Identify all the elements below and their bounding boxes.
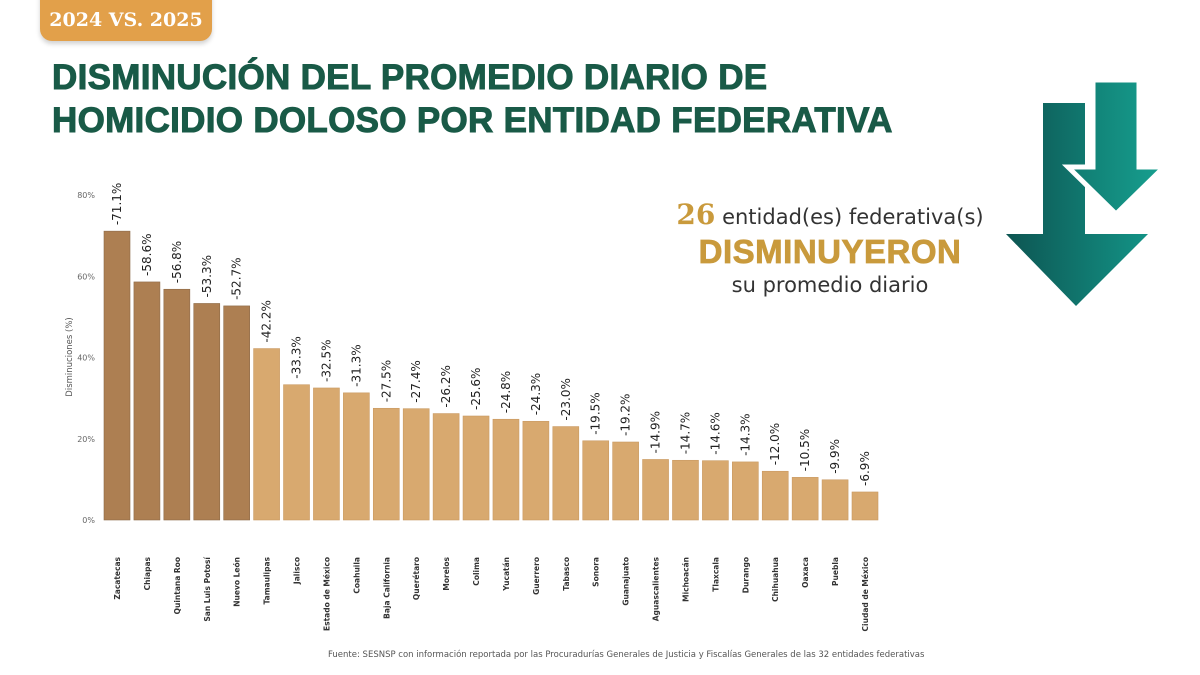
data-label: -42.2% xyxy=(260,300,274,342)
data-label: -9.9% xyxy=(828,439,842,474)
bar xyxy=(552,426,580,521)
data-label: -53.3% xyxy=(200,255,214,297)
data-label: -14.9% xyxy=(649,411,663,453)
x-tick-label: Quintana Roo xyxy=(173,557,182,614)
x-tick-label: Tamaulipas xyxy=(263,556,272,604)
data-label: -27.4% xyxy=(409,360,423,402)
x-tick-label: Ciudad de México xyxy=(861,557,870,631)
bar xyxy=(851,491,879,521)
bar xyxy=(133,281,161,521)
bar xyxy=(582,440,610,521)
data-label: -19.2% xyxy=(619,394,633,436)
bar xyxy=(612,441,639,521)
bar xyxy=(522,420,550,521)
count-value: 26 xyxy=(676,198,716,231)
x-tick-label: Jalisco xyxy=(293,557,302,585)
data-label: -14.3% xyxy=(738,413,752,455)
data-label: -56.8% xyxy=(170,241,184,283)
bar xyxy=(313,387,340,521)
x-tick-label: Colima xyxy=(472,557,481,586)
x-tick-label: San Luis Potosí xyxy=(203,557,212,622)
bar xyxy=(253,348,280,521)
bar xyxy=(672,459,699,521)
bar xyxy=(343,392,370,521)
data-label: -12.0% xyxy=(768,423,782,465)
x-tick-label: Durango xyxy=(741,557,750,593)
data-label: -26.2% xyxy=(439,365,453,407)
bar xyxy=(492,418,520,521)
y-tick-label: 0% xyxy=(82,516,95,525)
x-tick-label: Nuevo León xyxy=(233,557,242,607)
x-tick-label: Yucatán xyxy=(502,557,511,592)
data-label: -58.6% xyxy=(140,233,154,275)
x-tick-label: Guanajuato xyxy=(622,557,631,606)
bar xyxy=(761,470,789,521)
bar xyxy=(193,303,221,521)
big-arrow xyxy=(1006,103,1148,306)
x-tick-label: Chiapas xyxy=(143,556,152,590)
x-tick-label: Tabasco xyxy=(562,557,571,591)
data-label: -14.7% xyxy=(678,412,692,454)
callout-line3: su promedio diario xyxy=(731,273,929,297)
data-label: -25.6% xyxy=(469,368,483,410)
bar xyxy=(791,477,819,521)
y-tick-label: 40% xyxy=(77,354,95,363)
year-comparison-badge: 2024 VS. 2025 xyxy=(40,0,212,41)
data-label: -71.1% xyxy=(110,183,124,225)
bar xyxy=(642,459,669,521)
x-tick-label: Morelos xyxy=(442,556,451,590)
bar xyxy=(402,408,430,521)
page-title: DISMINUCIÓN DEL PROMEDIO DIARIO DE HOMIC… xyxy=(52,56,893,142)
data-label: -14.6% xyxy=(708,412,722,454)
data-label: -52.7% xyxy=(230,257,244,299)
y-tick-label: 60% xyxy=(77,272,95,281)
data-label: -6.9% xyxy=(858,451,872,486)
x-tick-label: Puebla xyxy=(831,557,840,586)
source-note: Fuente: SESNSP con información reportada… xyxy=(328,650,925,660)
x-tick-label: Querétaro xyxy=(412,557,421,600)
x-tick-label: Guerrero xyxy=(532,557,541,595)
data-label: -23.0% xyxy=(559,378,573,420)
bar xyxy=(821,479,849,521)
summary-callout: 26 entidad(es) federativa(s) DISMINUYERO… xyxy=(600,198,1060,297)
x-tick-label: Michoacán xyxy=(681,557,690,602)
data-label: -32.5% xyxy=(319,340,333,382)
callout-line2: DISMINUYERON xyxy=(698,233,962,271)
y-axis-label: Disminuciones (%) xyxy=(65,317,75,396)
x-tick-label: Chihuahua xyxy=(771,557,780,602)
y-tick-label: 20% xyxy=(77,435,95,444)
bar xyxy=(702,460,729,521)
data-label: -10.5% xyxy=(798,429,812,471)
data-label: -31.3% xyxy=(349,344,363,386)
bar xyxy=(163,288,191,521)
y-tick-label: 80% xyxy=(77,191,95,200)
data-label: -24.8% xyxy=(499,371,513,413)
data-label: -27.5% xyxy=(379,360,393,402)
data-label: -33.3% xyxy=(290,336,304,378)
x-tick-label: Baja California xyxy=(382,557,391,619)
bar xyxy=(432,413,460,521)
data-label: -19.5% xyxy=(589,392,603,434)
title-line-2: HOMICIDIO DOLOSO POR ENTIDAD FEDERATIVA xyxy=(52,101,893,141)
bar xyxy=(103,230,131,521)
bar xyxy=(462,415,490,521)
bar xyxy=(283,384,310,521)
x-tick-label: Oaxaca xyxy=(801,557,810,588)
callout-line1: entidad(es) federativa(s) xyxy=(715,205,984,229)
bar xyxy=(732,461,759,521)
bar xyxy=(372,407,400,521)
data-label: -24.3% xyxy=(529,373,543,415)
x-tick-label: Estado de México xyxy=(322,557,331,631)
x-tick-label: Coahuila xyxy=(352,557,361,594)
x-tick-label: Sonora xyxy=(592,557,601,587)
down-arrows-icon xyxy=(1006,77,1171,306)
small-arrow xyxy=(1061,77,1171,218)
title-line-1: DISMINUCIÓN DEL PROMEDIO DIARIO DE xyxy=(52,58,768,98)
x-tick-label: Tlaxcala xyxy=(711,557,720,592)
bar xyxy=(223,305,250,521)
x-tick-label: Aguascalientes xyxy=(652,556,661,621)
x-tick-label: Zacatecas xyxy=(113,556,122,599)
